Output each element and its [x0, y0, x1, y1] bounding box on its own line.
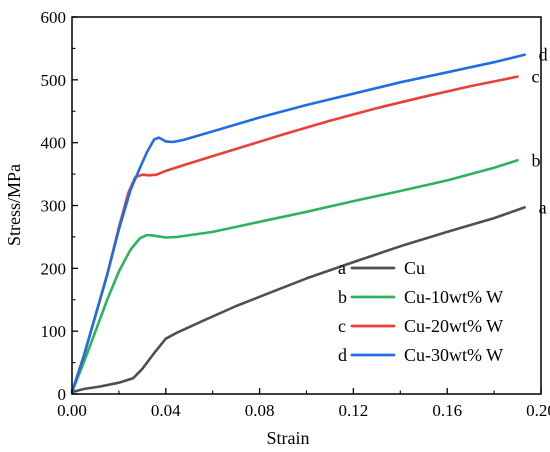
- x-tick-label: 0.12: [339, 401, 369, 420]
- series-line-b: [70, 159, 519, 394]
- x-tick-label: 0.08: [245, 401, 275, 420]
- legend-tag-c: c: [338, 316, 346, 336]
- y-axis-title: Stress/MPa: [4, 164, 24, 246]
- x-tick-label: 0.16: [432, 401, 462, 420]
- legend-label-a: Cu: [404, 258, 425, 278]
- curve-tag-b: b: [532, 150, 541, 170]
- y-tick-label: 300: [41, 197, 67, 216]
- legend-label-c: Cu-20wt% W: [404, 316, 503, 336]
- curve-tag-c: c: [532, 67, 540, 87]
- legend-label-d: Cu-30wt% W: [404, 345, 503, 365]
- x-axis-title: Strain: [267, 428, 310, 448]
- curve-tag-a: a: [539, 197, 547, 217]
- plot-curves: [70, 53, 526, 394]
- curve-tags: a b cd: [532, 45, 548, 218]
- x-tick-label: 0.00: [57, 401, 87, 420]
- y-tick-label: 100: [41, 322, 67, 341]
- plot-frame: [71, 16, 542, 395]
- y-tick-label: 200: [41, 259, 67, 278]
- legend-tag-d: d: [338, 345, 347, 365]
- series-line-a: [70, 206, 526, 394]
- axis-ticks: 0.00 0.04 0.08 0.12 0.16 0.20 0 100 200 300 400 500…: [41, 8, 550, 420]
- legend-tag-b: b: [338, 287, 347, 307]
- series-line-d: [70, 53, 526, 394]
- legend-tag-a: a: [338, 258, 346, 278]
- curve-tag-d: d: [539, 45, 548, 65]
- x-tick-label: 0.04: [151, 401, 181, 420]
- x-tick-label: 0.20: [526, 401, 550, 420]
- y-tick-label: 600: [41, 8, 67, 27]
- y-tick-label: 500: [41, 71, 67, 90]
- y-tick-label: 400: [41, 134, 67, 153]
- legend: a Cu b Cu-10wt% W c Cu-20wt% W d Cu-30wt% W: [338, 258, 503, 365]
- legend-label-b: Cu-10wt% W: [404, 287, 503, 307]
- y-tick-label: 0: [58, 385, 67, 404]
